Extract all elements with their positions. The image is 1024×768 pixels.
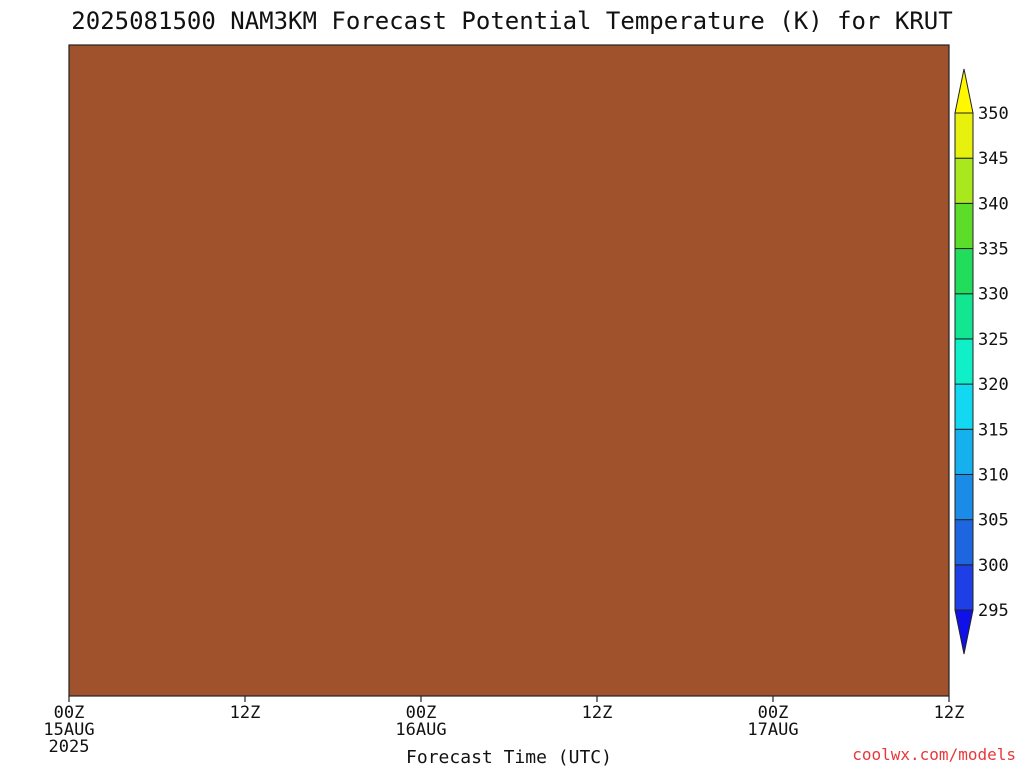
chart-title: 2025081500 NAM3KM Forecast Potential Tem… — [71, 7, 952, 35]
plot-area: 3403363443403363363323323283283243243243… — [69, 45, 949, 696]
